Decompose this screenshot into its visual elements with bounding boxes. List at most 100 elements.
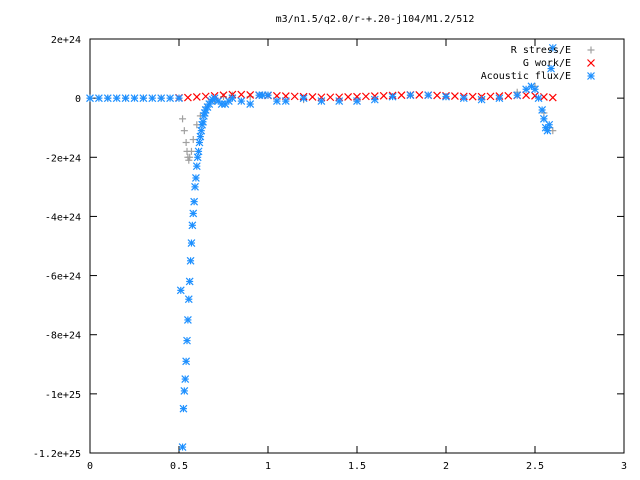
data-point: [326, 93, 335, 102]
data-point: [522, 91, 531, 100]
x-tick-label: 2.5: [526, 461, 544, 472]
data-point: [486, 92, 495, 101]
data-point: [397, 91, 406, 100]
legend-label: G work/E: [523, 58, 571, 69]
data-point: [180, 127, 188, 135]
data-point: [220, 93, 227, 101]
data-point: [194, 147, 203, 156]
data-point: [264, 91, 272, 100]
data-point: [192, 162, 201, 171]
data-point: [344, 93, 353, 101]
data-point: [187, 147, 195, 155]
data-point: [246, 90, 255, 99]
data-point: [157, 94, 166, 103]
data-point: [176, 286, 185, 295]
data-point: [179, 115, 187, 123]
series-2: [86, 43, 557, 452]
data-point: [522, 85, 531, 94]
data-point: [228, 94, 237, 103]
y-tick-label: 0: [75, 94, 81, 105]
legend-marker: [587, 59, 595, 67]
data-point: [335, 97, 344, 106]
x-tick-label: 0: [87, 461, 93, 472]
data-point: [317, 97, 326, 106]
y-tick-label: -1.2e+25: [33, 449, 81, 460]
data-point: [547, 64, 555, 73]
data-point: [186, 256, 195, 265]
data-point: [166, 94, 175, 103]
data-point: [184, 295, 193, 304]
data-point: [182, 357, 191, 366]
data-point: [361, 92, 370, 101]
data-point: [179, 404, 188, 413]
chart-title: m3/n1.5/q2.0/r-+.20-j104/M1.2/512: [276, 14, 475, 25]
y-tick-label: -2e+24: [45, 153, 81, 164]
data-point: [495, 94, 504, 103]
x-tick-label: 0.5: [170, 461, 188, 472]
legend-marker: [587, 46, 595, 54]
data-point: [189, 209, 198, 218]
data-point: [183, 93, 192, 102]
data-point: [121, 94, 130, 103]
data-point: [531, 85, 539, 94]
data-point: [272, 97, 281, 106]
data-point: [534, 94, 543, 103]
data-point: [183, 316, 192, 324]
data-point: [548, 43, 557, 52]
data-point: [191, 174, 200, 182]
data-point: [299, 94, 308, 103]
x-axis: 0 0.5 1 1.5 2 2.5 3: [87, 39, 627, 472]
data-point: [424, 91, 433, 100]
data-point: [370, 92, 379, 100]
data-point: [180, 386, 189, 395]
x-tick-label: 1: [265, 461, 271, 472]
data-point: [415, 90, 424, 99]
legend-marker: [587, 72, 595, 80]
data-point: [290, 92, 299, 101]
data-point: [513, 91, 522, 100]
data-point: [228, 90, 237, 99]
y-tick-label: -1e+25: [45, 390, 81, 401]
data-point: [379, 91, 388, 100]
data-point: [459, 94, 468, 103]
data-point: [433, 91, 442, 100]
data-point: [186, 153, 194, 161]
data-point: [246, 100, 255, 108]
data-point: [183, 336, 191, 345]
data-point: [237, 90, 246, 99]
series-layer: [86, 43, 557, 452]
data-point: [353, 97, 361, 106]
data-point: [450, 92, 459, 100]
data-point: [191, 182, 199, 191]
data-point: [190, 197, 199, 206]
data-point: [112, 94, 121, 103]
data-point: [103, 94, 112, 103]
data-point: [188, 221, 197, 230]
data-point: [406, 91, 415, 100]
data-point: [139, 94, 148, 103]
data-point: [130, 94, 139, 103]
legend-label: Acoustic flux/E: [481, 71, 571, 82]
data-point: [182, 139, 190, 146]
data-point: [370, 95, 379, 104]
data-point: [477, 95, 486, 104]
data-point: [181, 375, 190, 383]
data-point: [175, 94, 183, 103]
data-point: [189, 136, 197, 144]
y-tick-label: -6e+24: [45, 272, 81, 283]
data-point: [538, 106, 547, 114]
data-point: [545, 120, 554, 129]
y-axis: 2e+24 0 -2e+24 -4e+24 -6e+24 -8e+24 -1e+25 -1.2…: [33, 35, 624, 460]
x-tick-label: 3: [621, 461, 627, 472]
data-point: [281, 97, 290, 106]
y-tick-label: 2e+24: [51, 35, 81, 46]
data-point: [185, 156, 193, 164]
y-tick-label: -8e+24: [45, 331, 81, 342]
data-point: [148, 94, 157, 103]
data-point: [192, 93, 201, 101]
data-point: [187, 239, 196, 247]
data-point: [388, 92, 397, 101]
data-point: [185, 277, 194, 286]
y-tick-label: -4e+24: [45, 212, 81, 223]
